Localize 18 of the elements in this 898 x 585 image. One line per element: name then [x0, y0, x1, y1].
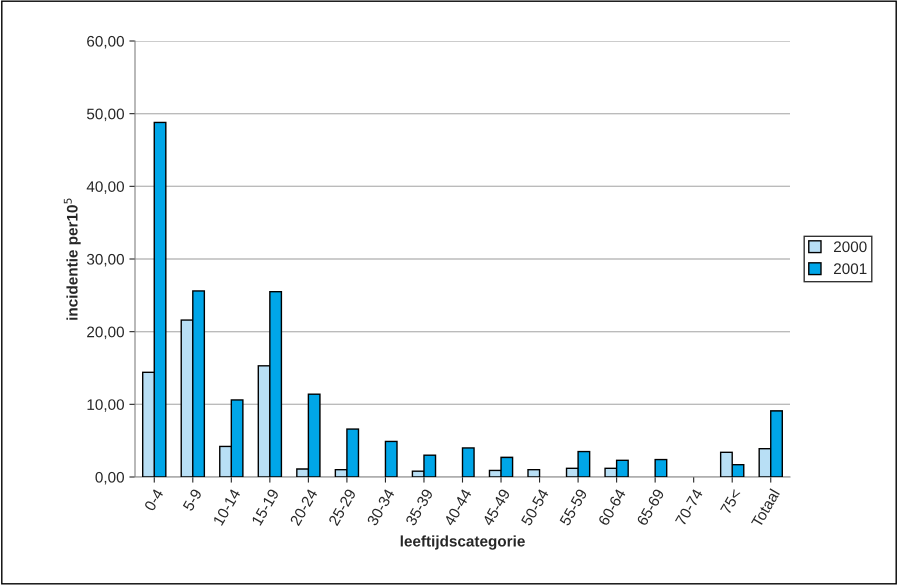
x-tick-label: 75< — [720, 488, 742, 515]
y-tick-label: 20,00 — [87, 326, 124, 340]
legend-label: 2000 — [834, 241, 867, 252]
y-tick-label: 30,00 — [86, 254, 124, 266]
y-tick-label: 40,00 — [86, 181, 124, 194]
y-tick-label: 50,00 — [86, 108, 124, 122]
bar — [384, 440, 398, 477]
x-tick-label: 5-9 — [182, 488, 202, 512]
y-axis-title: incidentie per10$^{5}$ — [64, 198, 81, 320]
legend-label: 2001 — [834, 263, 866, 274]
y-tick-label: 0,00 — [95, 472, 124, 484]
y-tick-label: 60,00 — [87, 36, 124, 48]
bar — [527, 469, 540, 477]
bar — [462, 447, 475, 477]
x-tick-label: 0-4 — [144, 488, 164, 512]
x-axis-title: leeftijdscategorie — [400, 535, 525, 550]
bar — [654, 458, 668, 477]
y-tick-label: 10,00 — [88, 399, 124, 412]
